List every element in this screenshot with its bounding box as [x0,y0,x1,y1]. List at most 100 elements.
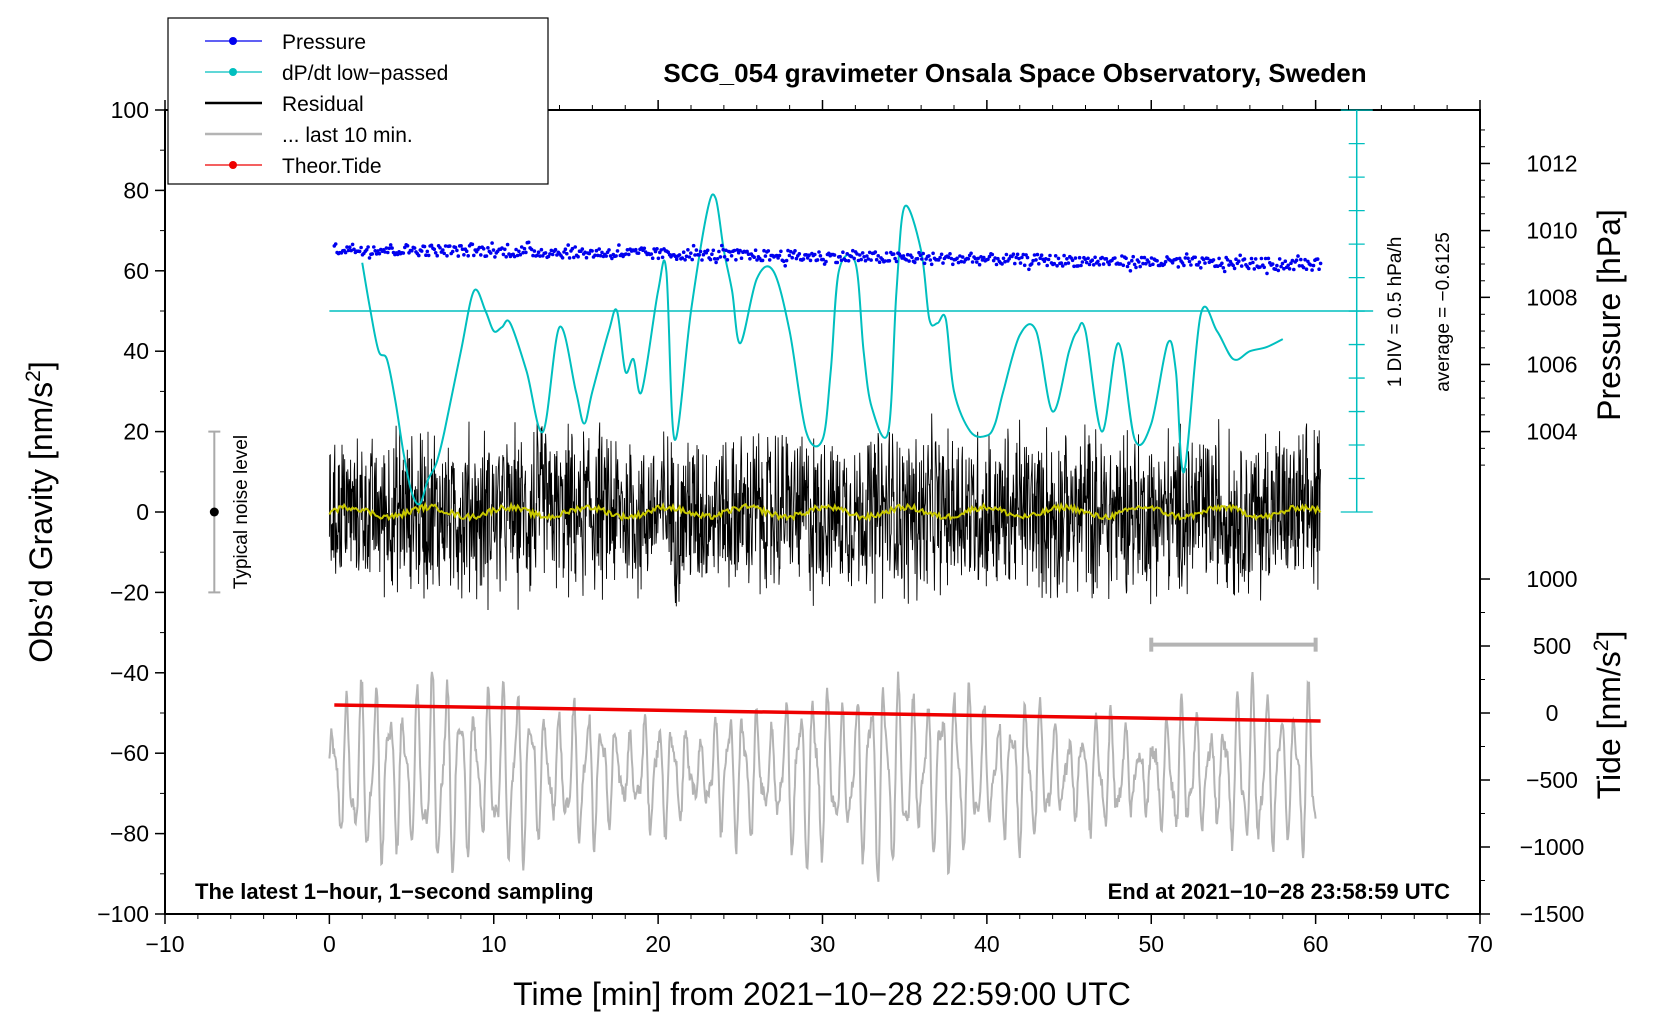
theor-tide-series [334,703,1321,723]
pressure-point [550,252,555,257]
pressure-point [587,251,592,256]
pressure-point [372,245,376,249]
pressure-point [1177,256,1182,261]
pressure-point [1003,259,1007,264]
pressure-point [786,248,790,253]
pressure-point [432,247,437,252]
pressure-point [1311,263,1316,268]
pressure-point [653,249,658,254]
pressure-point [1066,261,1071,265]
pressure-point [1199,266,1203,270]
pressure-point [714,260,718,265]
pressure-point [343,250,348,255]
pressure-point [604,254,608,258]
pressure-point [1277,257,1282,261]
pressure-point [1087,262,1092,267]
x-tick-label: 60 [1303,931,1329,957]
pressure-point [931,251,935,256]
pressure-point [1124,256,1128,261]
pressure-point [366,245,370,249]
pressure-point [357,249,362,254]
dpdt-series [361,193,1284,506]
tide-tick-label: −1000 [1520,834,1585,860]
legend: Pressure dP/dt low−passed Residual ... last… [167,17,549,185]
last10-series [328,671,1317,882]
pressure-point [845,252,849,256]
pressure-point [422,244,427,249]
pressure-point [426,253,431,258]
pressure-point [1187,259,1192,264]
pressure-point [684,254,689,259]
pressure-point [677,253,682,257]
pressure-point [1015,252,1020,257]
pressure-point [1011,252,1016,256]
pressure-point [1237,259,1241,264]
pressure-point [1038,256,1042,261]
pressure-point [1017,256,1021,261]
pressure-point [1132,262,1137,267]
pressure-point [1035,252,1040,257]
pressure-point [690,257,694,262]
pressure-point [1077,255,1082,260]
pressure-point [567,256,572,260]
pressure-point [691,243,696,248]
pressure-point [486,246,490,250]
pressure-point [805,256,810,260]
pressure-point [600,250,604,255]
pressure-point [694,248,699,252]
pressure-point [959,259,964,264]
pressure-tick-label: 1010 [1526,218,1577,244]
pressure-point [712,257,717,261]
chart-title: SCG_054 gravimeter Onsala Space Observat… [663,58,1366,88]
pressure-point [450,249,455,254]
pressure-point [739,256,744,261]
pressure-point [1151,262,1155,267]
pressure-point [1299,257,1303,262]
pressure-point [1076,264,1080,268]
y-tick-label: 40 [123,338,149,364]
pressure-point [464,249,469,253]
pressure-point [979,254,983,259]
pressure-point [824,259,828,264]
pressure-point [863,258,868,263]
pressure-point [1283,259,1288,264]
tide-tick-label: −1500 [1520,901,1585,927]
pressure-point [524,250,528,255]
y-tick-label: −20 [110,579,149,605]
legend-label: ... last 10 min. [282,124,413,147]
pressure-point [801,257,806,261]
pressure-tick-label: 1006 [1526,351,1577,377]
pressure-point [1262,265,1266,270]
pressure-point [855,252,859,256]
pressure-point [832,253,837,257]
pressure-point [598,253,603,258]
pressure-point [821,257,825,262]
pressure-point [958,254,962,258]
pressure-point [470,242,475,247]
pressure-point [1062,253,1066,258]
dpdt-line [361,193,1284,506]
pressure-point [1184,252,1189,256]
theor-tide-line [334,703,1321,723]
pressure-point [1100,255,1104,260]
pressure-point [555,253,559,257]
pressure-tick-label: 1004 [1526,419,1577,445]
pressure-point [624,252,628,256]
pressure-point [862,254,866,259]
pressure-point [614,254,618,258]
pressure-point [904,258,909,262]
pressure-point [655,247,659,251]
pressure-point [1232,266,1237,271]
pressure-point [951,262,955,267]
pressure-point [484,254,489,258]
pressure-point [514,247,518,252]
pressure-point [345,245,349,249]
pressure-point [377,251,382,256]
pressure-point [783,264,787,268]
pressure-point [1107,262,1111,267]
pressure-tick-label: 1012 [1526,150,1577,176]
pressure-point [373,249,378,253]
pressure-point [1251,260,1255,265]
pressure-point [1317,267,1321,272]
pressure-point [782,259,786,264]
